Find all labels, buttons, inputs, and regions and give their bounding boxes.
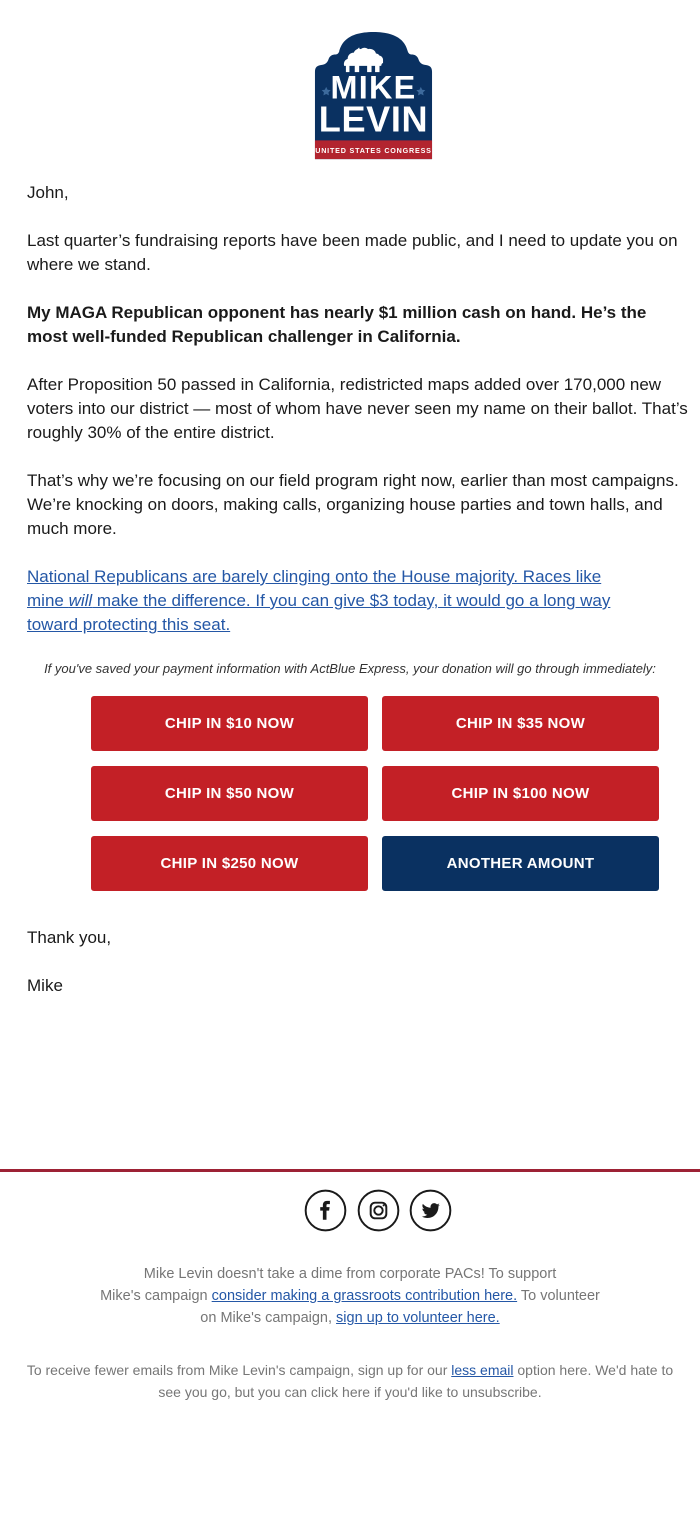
svg-text:UNITED STATES CONGRESS: UNITED STATES CONGRESS [315,147,432,155]
svg-text:LEVIN: LEVIN [319,99,428,140]
